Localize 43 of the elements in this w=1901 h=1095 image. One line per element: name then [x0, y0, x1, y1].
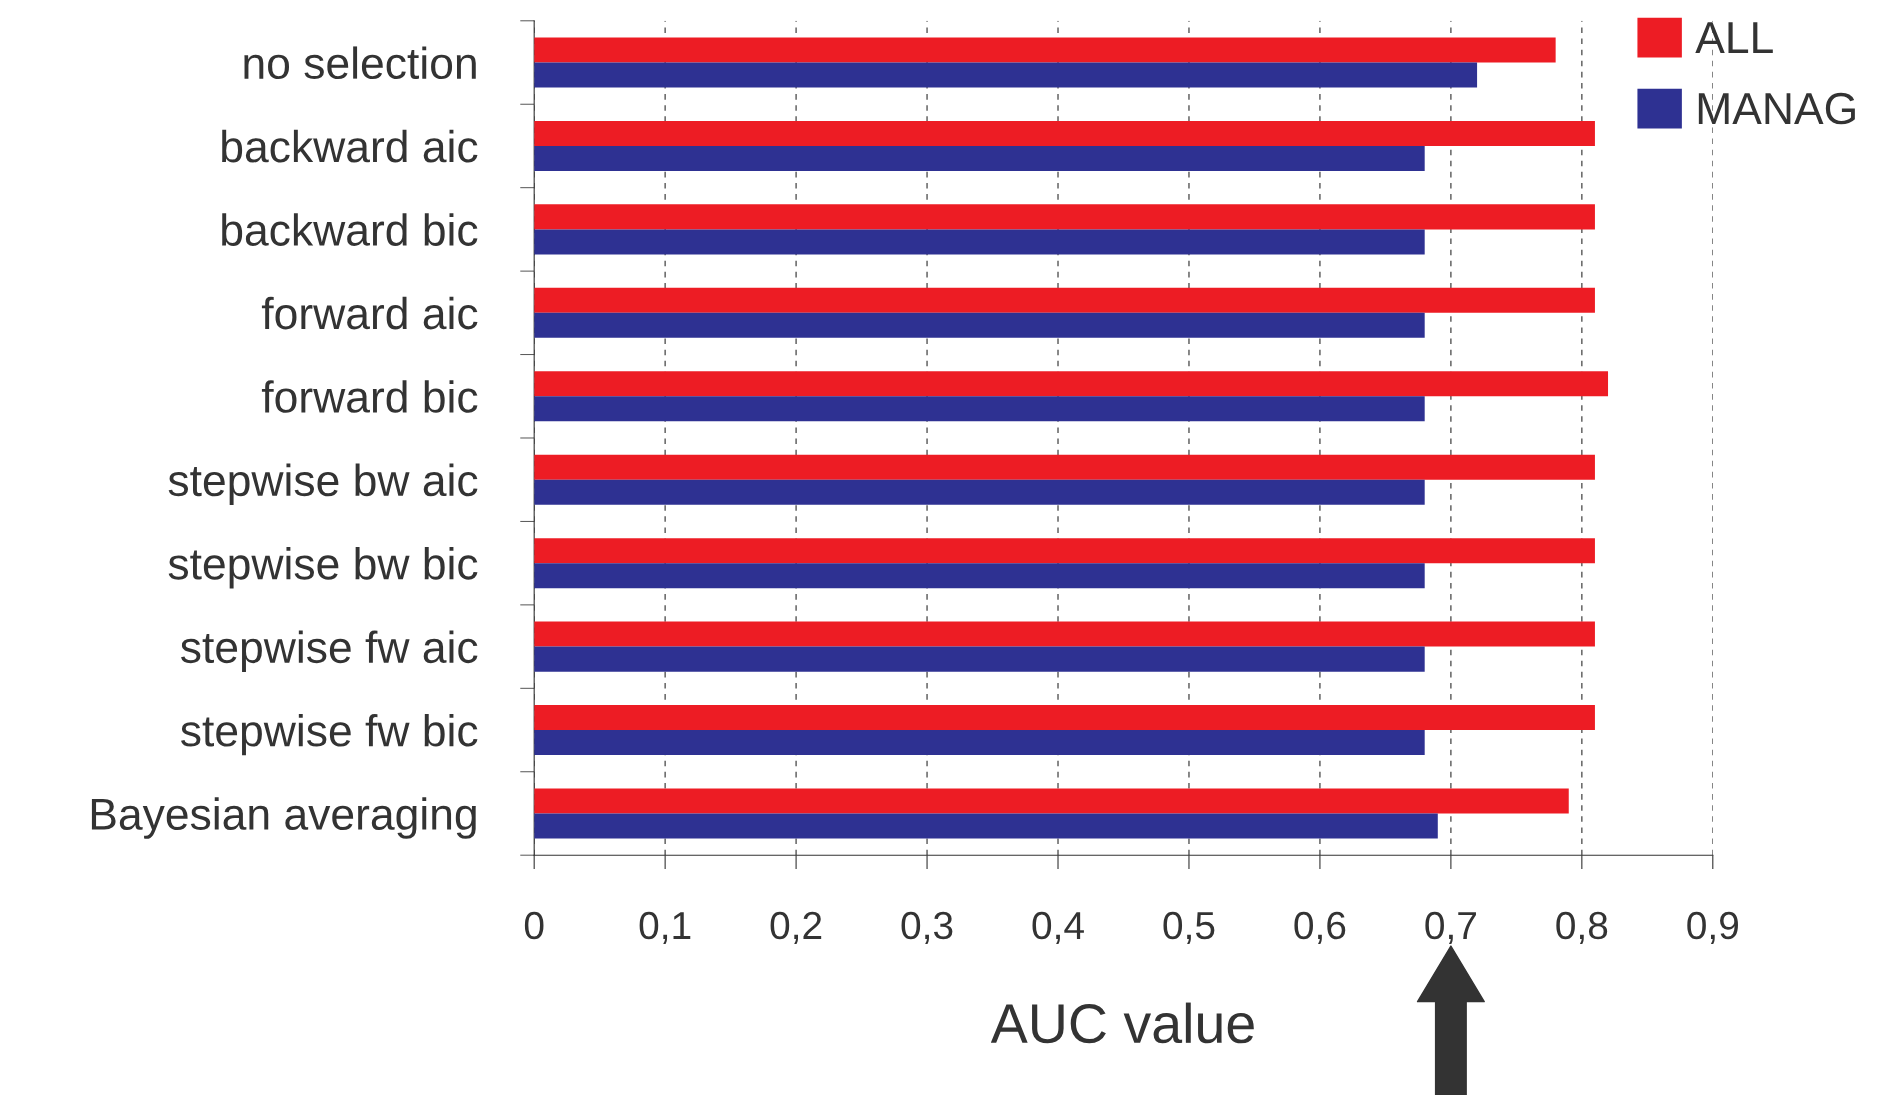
x-tick-label: 0,4	[1032, 911, 1084, 944]
legend-label: MANAG	[1698, 92, 1855, 125]
bar	[534, 705, 1595, 731]
x-tick-label: 0	[524, 911, 544, 940]
y-tick-label: backward bic	[222, 213, 478, 246]
x-tick-label: 0,3	[901, 911, 953, 944]
bar	[534, 479, 1425, 505]
bar	[534, 563, 1425, 589]
x-tick-label: 0,9	[1687, 911, 1738, 944]
y-tick-label: Bayesian averaging	[91, 797, 476, 839]
bar	[534, 145, 1425, 171]
bar	[534, 287, 1595, 313]
legend-label: ALL	[1695, 22, 1773, 53]
x-axis-title: AUC value	[990, 1002, 1254, 1044]
x-tick-label: 0,7	[1425, 911, 1476, 944]
y-tick-label: forward bic	[261, 380, 478, 413]
bar	[534, 37, 1556, 63]
y-tick-label: stepwise fw aic	[181, 630, 478, 672]
y-tick-label: stepwise bw bic	[168, 547, 478, 589]
bar	[534, 621, 1595, 647]
bar	[534, 454, 1595, 480]
x-tick-label: 0,2	[770, 911, 822, 944]
y-tick-label: stepwise fw bic	[181, 713, 478, 756]
bar	[534, 813, 1438, 839]
x-tick-label: 0,8	[1556, 911, 1608, 944]
y-tick-label: forward aic	[261, 296, 478, 330]
bar	[534, 788, 1569, 814]
bar	[534, 538, 1595, 564]
bar	[534, 646, 1425, 672]
bar	[534, 371, 1609, 397]
x-tick-label: 0,6	[1294, 911, 1346, 944]
x-tick-label: 0,1	[639, 911, 691, 944]
bar	[534, 62, 1478, 88]
y-tick-label: backward aic	[222, 129, 478, 163]
bar	[534, 120, 1595, 146]
bar	[534, 229, 1425, 255]
bar	[534, 730, 1425, 756]
bar	[534, 204, 1595, 230]
y-tick-label: stepwise bw aic	[168, 463, 478, 506]
bar	[534, 312, 1425, 338]
x-tick-label: 0,5	[1163, 911, 1215, 944]
bar	[534, 396, 1425, 422]
y-tick-label: no selection	[244, 46, 476, 80]
